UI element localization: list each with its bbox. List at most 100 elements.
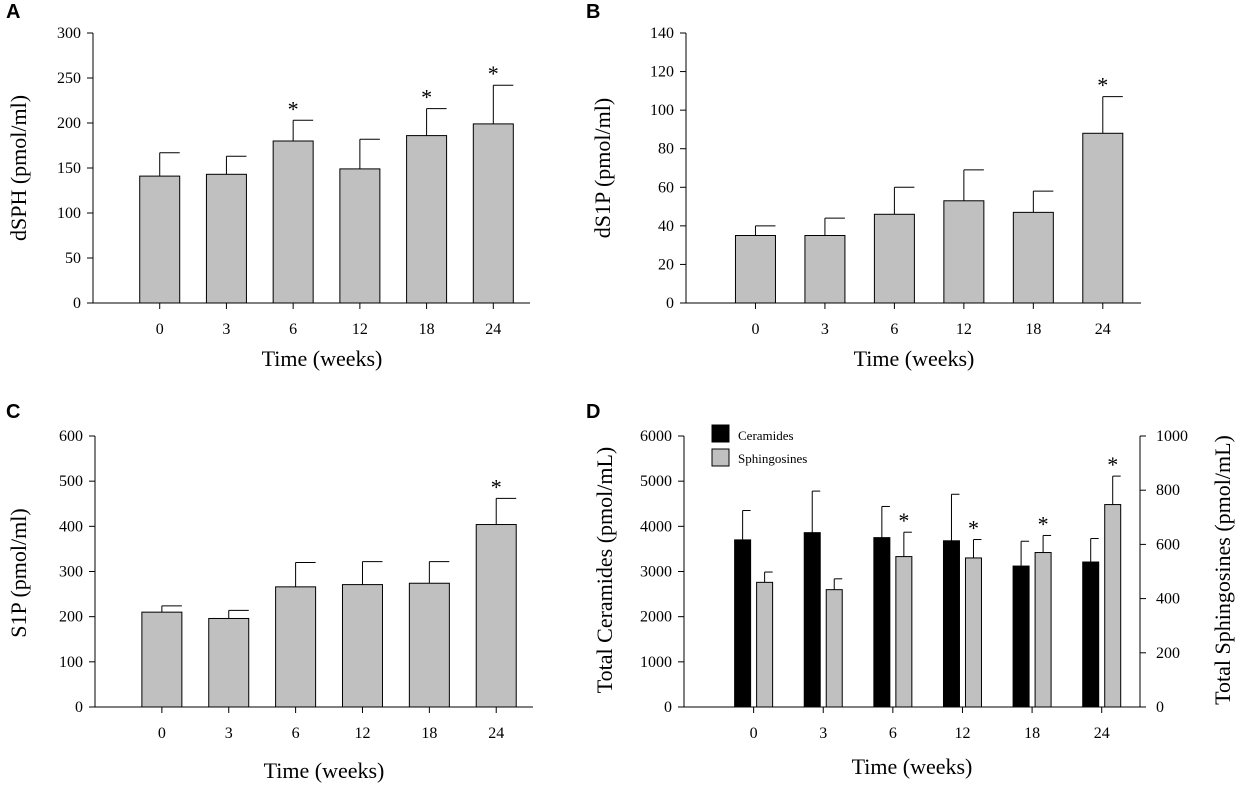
y-tick-label-right-d: 800 (1156, 482, 1180, 499)
x-tick-label-c: 0 (158, 725, 166, 742)
x-tick-label-d: 12 (954, 725, 970, 742)
x-tick-label-b: 3 (821, 321, 829, 338)
panel-c: C S1P (pmol/ml) Time (weeks) 0 100 200 300 4… (6, 401, 533, 783)
y-tick-label-d: 6000 (640, 428, 672, 445)
significance-marker-a-18: * (421, 85, 432, 110)
x-ticks-d: 0 3 6 12 18 24 (750, 707, 1110, 742)
y-tick-label-c: 400 (59, 518, 83, 535)
bar-d-ceramides-3 (803, 532, 821, 708)
y-axis-label-d-right: Total Sphingosines (pmol/mL) (1210, 435, 1235, 705)
bar-b-18 (1012, 211, 1054, 304)
panel-d: D Total Ceramides (pmol/mL) Total Sphing… (586, 401, 1235, 779)
x-tick-label-a: 6 (289, 321, 297, 338)
bar-d-sphingosines-6 (895, 556, 913, 708)
bars-d: * * * * (734, 452, 1122, 708)
bar-c-3 (208, 617, 250, 708)
bar-c-24 (475, 524, 517, 708)
bar-b-6 (873, 213, 915, 304)
y-tick-label-b: 0 (666, 295, 674, 312)
x-tick-label-b: 12 (956, 321, 972, 338)
bar-a-12 (339, 168, 381, 304)
y-tick-label-d: 4000 (640, 518, 672, 535)
legend-label-sphingosines: Sphingosines (738, 451, 807, 466)
y-tick-label-b: 20 (658, 256, 674, 273)
x-axis-label-d: Time (weeks) (852, 754, 973, 779)
bar-b-3 (804, 235, 846, 304)
x-tick-label-b: 18 (1025, 321, 1041, 338)
x-tick-label-d: 18 (1024, 725, 1040, 742)
y-tick-label-b: 40 (658, 218, 674, 235)
significance-marker-c-24: * (491, 474, 502, 499)
panel-letter-a: A (6, 1, 20, 23)
y-tick-label-right-d: 1000 (1156, 428, 1188, 445)
bar-a-24 (472, 123, 514, 304)
y-tick-label-c: 100 (59, 654, 83, 671)
y-tick-label-right-d: 600 (1156, 536, 1180, 553)
x-axis-label-a: Time (weeks) (262, 346, 383, 371)
legend: Ceramides Sphingosines (711, 424, 807, 467)
x-tick-label-b: 6 (890, 321, 898, 338)
y-tick-label-a: 300 (57, 25, 81, 42)
panel-letter-b: B (586, 1, 600, 23)
y-axis-label-a: dSPH (pmol/ml) (6, 95, 31, 241)
bar-c-6 (275, 586, 317, 708)
y-tick-label-c: 200 (59, 609, 83, 626)
legend-swatch-sphingosines (711, 448, 730, 467)
y-tick-label-c: 0 (75, 699, 83, 716)
panel-letter-c: C (6, 401, 20, 423)
significance-marker-a-24: * (488, 61, 499, 86)
significance-marker-d-sphingosines-12: * (968, 516, 979, 541)
x-axis-label-c: Time (weeks) (264, 758, 385, 783)
bar-a-18 (406, 135, 448, 304)
x-tick-label-a: 0 (156, 321, 164, 338)
bar-a-6 (272, 140, 314, 304)
legend-label-ceramides: Ceramides (738, 428, 794, 443)
x-ticks-a: 0 3 6 12 18 24 (156, 303, 501, 338)
x-tick-label-a: 18 (419, 321, 435, 338)
y-tick-label-a: 250 (57, 70, 81, 87)
bar-d-ceramides-6 (873, 537, 891, 708)
bar-d-ceramides-0 (734, 539, 752, 708)
bar-d-ceramides-24 (1082, 561, 1100, 708)
y-tick-label-d: 5000 (640, 473, 672, 490)
y-tick-label-b: 100 (650, 102, 674, 119)
y-axis-label-c: S1P (pmol/ml) (6, 508, 31, 637)
panel-a: A dSPH (pmol/ml) Time (weeks) 0 50 100 150 2… (6, 1, 530, 371)
x-tick-label-c: 12 (354, 725, 370, 742)
bars-a: * * * (139, 61, 514, 304)
x-tick-label-b: 24 (1095, 321, 1111, 338)
x-tick-label-d: 3 (819, 725, 827, 742)
y-tick-label-d: 2000 (640, 609, 672, 626)
bar-b-12 (943, 200, 985, 304)
bar-d-sphingosines-24 (1104, 504, 1122, 708)
x-tick-label-a: 12 (352, 321, 368, 338)
x-tick-label-c: 18 (421, 725, 437, 742)
y-tick-label-a: 200 (57, 115, 81, 132)
y-axis-label-d-left: Total Ceramides (pmol/mL) (592, 447, 617, 694)
y-tick-label-b: 120 (650, 64, 674, 81)
y-tick-label-a: 150 (57, 160, 81, 177)
bars-b: * (734, 73, 1124, 304)
bar-b-24 (1082, 132, 1124, 304)
bar-d-ceramides-12 (942, 540, 960, 708)
x-tick-label-b: 0 (751, 321, 759, 338)
bar-d-ceramides-18 (1012, 565, 1030, 708)
x-axis-label-b: Time (weeks) (854, 346, 975, 371)
y-tick-label-b: 60 (658, 179, 674, 196)
y-tick-label-right-d: 0 (1156, 699, 1164, 716)
bar-d-sphingosines-0 (756, 581, 774, 708)
x-tick-label-a: 24 (485, 321, 501, 338)
significance-marker-b-24: * (1097, 73, 1108, 98)
y-tick-label-a: 50 (65, 250, 81, 267)
panel-letter-d: D (586, 401, 600, 423)
y-tick-label-right-d: 200 (1156, 645, 1180, 662)
bar-d-sphingosines-3 (825, 589, 843, 708)
significance-marker-a-6: * (288, 96, 299, 121)
x-tick-label-d: 6 (889, 725, 897, 742)
y-tick-label-c: 500 (59, 473, 83, 490)
x-tick-label-c: 3 (225, 725, 233, 742)
y-tick-label-right-d: 400 (1156, 591, 1180, 608)
y-ticks-d-left: 0 1000 2000 3000 4000 5000 6000 (640, 428, 684, 716)
significance-marker-d-sphingosines-18: * (1038, 511, 1049, 536)
